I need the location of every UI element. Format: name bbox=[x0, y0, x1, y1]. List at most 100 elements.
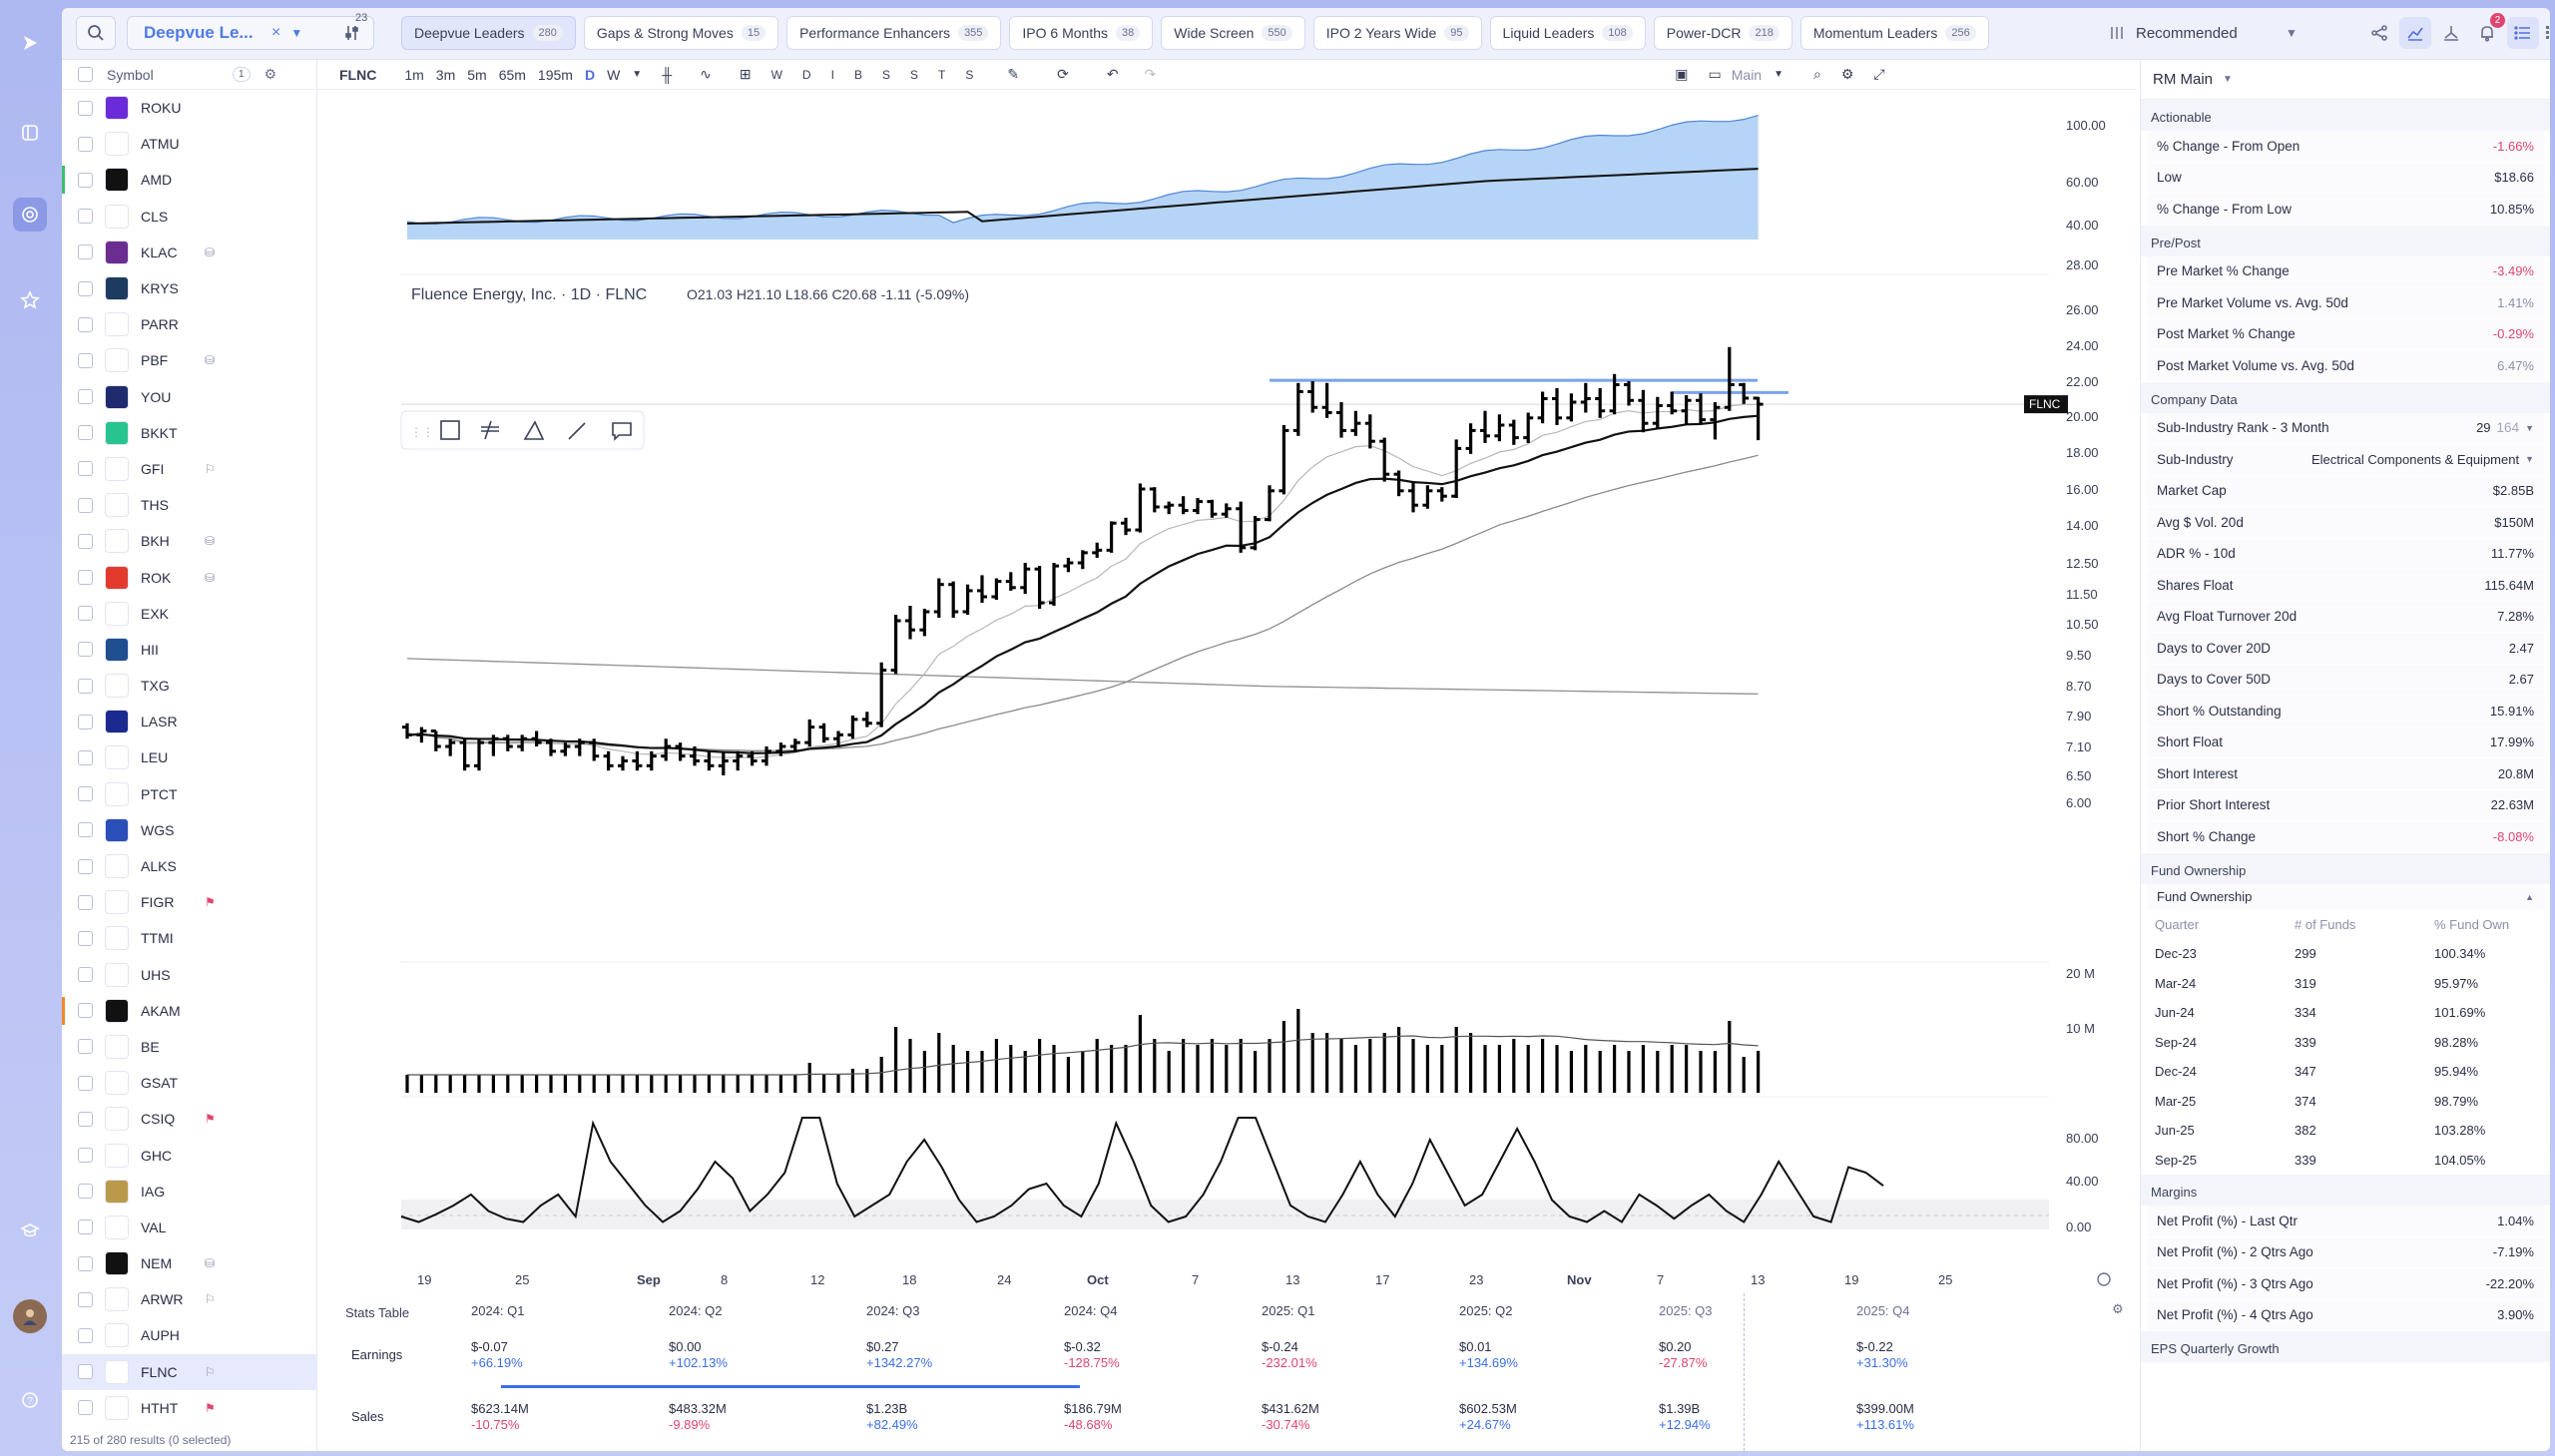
draw-pencil-icon[interactable]: ✎ bbox=[1007, 66, 1020, 82]
watchlist-row[interactable]: CSIQ ⚑ bbox=[62, 1101, 316, 1137]
price-bar[interactable] bbox=[632, 750, 643, 771]
row-checkbox[interactable] bbox=[78, 1075, 93, 1091]
price-bar[interactable] bbox=[933, 578, 944, 619]
price-bar[interactable] bbox=[1321, 382, 1332, 418]
price-bar[interactable] bbox=[747, 750, 758, 766]
chevron-down-icon[interactable]: ▼ bbox=[632, 69, 643, 80]
watchlist-row[interactable]: ATMU bbox=[62, 126, 316, 162]
chart-settings-icon[interactable] bbox=[2097, 1272, 2111, 1286]
price-bar[interactable] bbox=[1624, 381, 1634, 406]
row-checkbox[interactable] bbox=[78, 136, 93, 152]
row-checkbox[interactable] bbox=[78, 389, 93, 405]
row-checkbox[interactable] bbox=[78, 497, 93, 513]
drag-handle-icon[interactable]: ⋮⋮ bbox=[410, 425, 434, 439]
watchlist-row[interactable]: EXK bbox=[62, 596, 316, 632]
watchlist-row[interactable]: AMD bbox=[62, 162, 316, 198]
watchlist-row[interactable]: BKH ⛁ bbox=[62, 523, 316, 559]
price-bar[interactable] bbox=[1652, 396, 1663, 429]
row-checkbox[interactable] bbox=[78, 894, 93, 910]
tab-ipo-6-months[interactable]: IPO 6 Months 38 bbox=[1009, 16, 1154, 50]
watchlist-row[interactable]: AKAM bbox=[62, 993, 316, 1029]
tab-ipo-2-years-wide[interactable]: IPO 2 Years Wide 95 bbox=[1312, 16, 1482, 50]
undo-icon[interactable]: ↶ bbox=[1106, 66, 1119, 82]
watchlist-row[interactable]: FIGR ⚑ bbox=[62, 884, 316, 920]
search-button[interactable] bbox=[76, 16, 116, 50]
price-bar[interactable] bbox=[1020, 563, 1031, 594]
row-checkbox[interactable] bbox=[78, 967, 93, 983]
indicators-icon[interactable]: ∿ bbox=[700, 66, 712, 82]
price-bar[interactable] bbox=[675, 742, 686, 761]
row-checkbox[interactable] bbox=[78, 1111, 93, 1127]
watchlist-row[interactable]: WGS bbox=[62, 812, 316, 848]
price-bar[interactable] bbox=[948, 581, 959, 618]
row-checkbox[interactable] bbox=[78, 352, 93, 368]
price-bar[interactable] bbox=[502, 734, 513, 751]
quick-button[interactable]: B bbox=[853, 67, 862, 82]
flag-icon[interactable]: ⚐ bbox=[205, 1364, 216, 1379]
price-bar[interactable] bbox=[1508, 419, 1519, 445]
price-bar[interactable] bbox=[646, 750, 657, 771]
watchlist-row[interactable]: PARR bbox=[62, 306, 316, 342]
interval-195m[interactable]: 195m bbox=[537, 66, 573, 83]
watchlist-select[interactable]: Deepvue Le... × ▼ bbox=[127, 16, 374, 50]
quick-button[interactable]: S bbox=[965, 67, 974, 82]
row-checkbox[interactable] bbox=[78, 1039, 93, 1055]
watchlist-row[interactable]: THS bbox=[62, 487, 316, 523]
watchlist-row[interactable]: BKKT bbox=[62, 415, 316, 451]
price-bar[interactable] bbox=[1480, 410, 1490, 443]
row-checkbox[interactable] bbox=[78, 714, 93, 729]
watchlist-row[interactable]: AUPH bbox=[62, 1317, 316, 1353]
interval-D[interactable]: D bbox=[584, 66, 596, 83]
price-bar[interactable] bbox=[1393, 470, 1404, 497]
price-bar[interactable] bbox=[704, 750, 715, 771]
price-bar[interactable] bbox=[1696, 393, 1706, 424]
price-bar[interactable] bbox=[991, 578, 1002, 601]
price-bar[interactable] bbox=[1092, 542, 1103, 558]
watchlist-row[interactable]: UHS bbox=[62, 957, 316, 993]
redo-icon[interactable]: ↷ bbox=[1144, 66, 1157, 82]
price-bar[interactable] bbox=[445, 738, 456, 756]
price-bar[interactable] bbox=[1609, 373, 1620, 415]
tab-liquid-leaders[interactable]: Liquid Leaders 108 bbox=[1489, 16, 1646, 50]
price-bar[interactable] bbox=[574, 738, 585, 756]
price-bar[interactable] bbox=[1121, 517, 1131, 536]
zoom-icon[interactable]: ⌕ bbox=[1813, 66, 1821, 82]
interval-1m[interactable]: 1m bbox=[404, 66, 424, 83]
row-checkbox[interactable] bbox=[78, 1003, 93, 1019]
row-checkbox[interactable] bbox=[78, 280, 93, 296]
row-checkbox[interactable] bbox=[78, 461, 93, 477]
price-bar[interactable] bbox=[1193, 498, 1203, 515]
row-checkbox[interactable] bbox=[78, 1184, 93, 1200]
price-bar[interactable] bbox=[1049, 563, 1059, 606]
settings-gear-icon[interactable]: ⚙ bbox=[1840, 66, 1854, 82]
stats-settings-icon[interactable]: ⚙ bbox=[2112, 1301, 2124, 1316]
notifications-bell-icon[interactable]: 2 bbox=[2471, 13, 2505, 49]
price-bar[interactable] bbox=[1638, 389, 1649, 433]
price-bar[interactable] bbox=[1379, 437, 1390, 482]
watchlist-row[interactable]: GSAT bbox=[62, 1065, 316, 1101]
watchlist-row[interactable]: ROK ⛁ bbox=[62, 559, 316, 595]
row-checkbox[interactable] bbox=[78, 425, 93, 441]
price-bar[interactable] bbox=[804, 719, 815, 746]
row-checkbox[interactable] bbox=[78, 209, 93, 225]
gear-icon[interactable]: ⚙ bbox=[263, 66, 277, 82]
price-bar[interactable] bbox=[833, 730, 843, 747]
list-view-icon[interactable] bbox=[2507, 17, 2539, 49]
learn-cap-icon[interactable] bbox=[13, 1213, 47, 1247]
price-bar[interactable] bbox=[1063, 557, 1074, 573]
row-checkbox[interactable] bbox=[78, 533, 93, 549]
bar-style-icon[interactable]: ╫ bbox=[662, 66, 673, 83]
red-flag-icon[interactable]: ⚑ bbox=[205, 895, 216, 910]
price-bar[interactable] bbox=[474, 738, 484, 771]
row-checkbox[interactable] bbox=[78, 858, 93, 874]
watchlist-row[interactable]: GHC bbox=[62, 1137, 316, 1173]
refresh-icon[interactable]: ⟳ bbox=[1057, 66, 1069, 82]
price-bar[interactable] bbox=[1149, 487, 1160, 513]
row-checkbox[interactable] bbox=[78, 1400, 93, 1416]
price-bar[interactable] bbox=[690, 746, 700, 766]
price-bar[interactable] bbox=[1207, 499, 1218, 518]
interval-3m[interactable]: 3m bbox=[435, 66, 456, 83]
price-bar[interactable] bbox=[517, 734, 528, 751]
price-bar[interactable] bbox=[531, 730, 542, 747]
templates-icon[interactable]: ⊞ bbox=[739, 66, 752, 82]
